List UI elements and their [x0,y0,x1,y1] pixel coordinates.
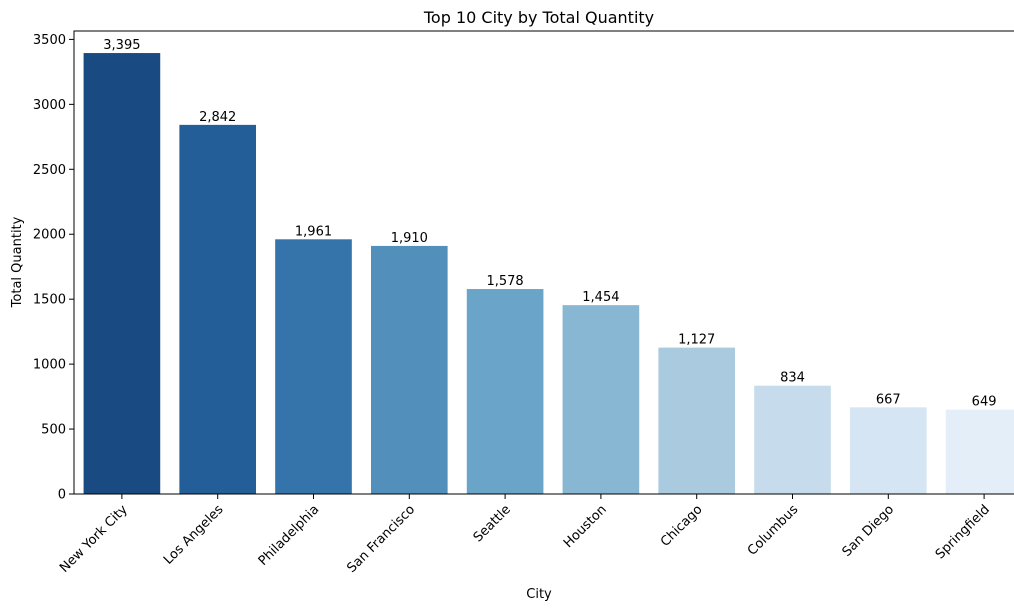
x-tick-label: Chicago [658,502,706,550]
bar [83,53,161,495]
bar-value-label: 3,395 [103,38,140,53]
y-tick-label: 3000 [33,98,66,113]
value-labels-layer: 3,395 2,842 1,961 1,910 1,578 1,454 1,127 834 66… [103,38,996,410]
bar [370,245,448,494]
bar-value-label: 1,961 [295,224,332,239]
x-tick-label: Houston [561,502,610,551]
y-tick-label: 3500 [33,33,66,48]
bar [754,385,831,494]
x-tick-label: Columbus [745,502,802,559]
bar [945,409,1014,494]
x-axis-label: City [526,587,552,602]
x-tick-label: Philadelphia [256,502,323,569]
bar [275,239,352,494]
y-tick-label: 1500 [33,293,66,308]
y-axis: 0 500 1000 1500 2000 2500 3000 3500 [33,33,74,503]
x-tick-label: New York City [57,502,131,576]
bar-value-label: 667 [876,392,901,407]
bar-value-label: 834 [780,371,805,386]
y-tick-label: 1000 [33,358,66,373]
bar-value-label: 1,578 [486,274,523,289]
y-tick-label: 2000 [33,228,66,243]
x-tick-label: San Diego [840,502,898,560]
x-tick-label: San Francisco [344,502,418,576]
y-tick-label: 500 [41,423,66,438]
bar [562,305,640,494]
y-axis-label: Total Quantity [10,216,25,308]
bar-value-label: 1,454 [582,290,619,305]
bar [179,124,257,495]
bar [466,289,544,494]
bar [658,347,736,494]
chart-title: Top 10 City by Total Quantity [423,8,654,27]
bars-layer [83,53,1014,495]
bar-value-label: 1,127 [678,333,715,348]
bar-value-label: 649 [972,395,997,410]
bar-value-label: 1,910 [391,231,428,246]
bar [849,407,927,494]
x-tick-label: Springfield [933,502,993,562]
y-tick-label: 2500 [33,163,66,178]
y-tick-label: 0 [58,488,66,503]
plot-frame [73,30,1014,495]
x-tick-label: Seattle [471,502,514,545]
x-axis: New York City Los Angeles Philadelphia San … [57,494,993,576]
x-tick-label: Los Angeles [161,502,227,568]
bar-value-label: 2,842 [199,110,236,125]
